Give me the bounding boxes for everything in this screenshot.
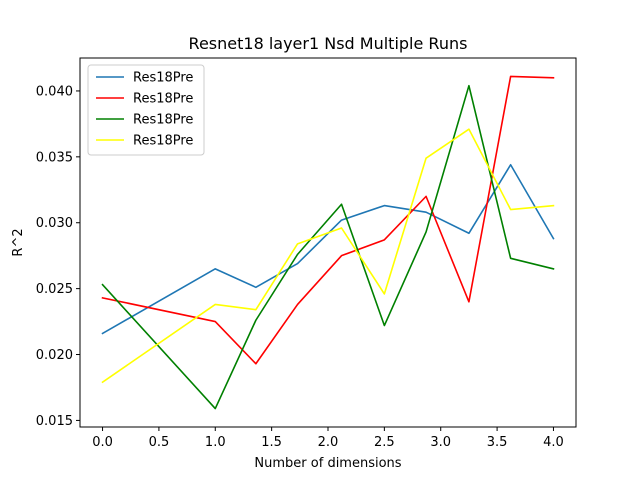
x-tick-label: 0.0	[92, 435, 113, 450]
plot-frame	[79, 57, 577, 428]
series-line-3	[101, 84, 555, 410]
legend-label: Res18Pre	[133, 71, 193, 86]
y-tick-label: 0.015	[36, 414, 73, 429]
x-tick-label: 1.5	[261, 435, 282, 450]
series-layer	[101, 75, 555, 410]
y-tick-label: 0.025	[36, 282, 73, 297]
y-tick-label: 0.020	[36, 348, 73, 363]
x-tick-label: 3.5	[487, 435, 508, 450]
y-tick-label: 0.035	[36, 150, 73, 165]
x-tick-label: 0.5	[149, 435, 170, 450]
legend-label: Res18Pre	[133, 92, 193, 107]
legend-label: Res18Pre	[133, 113, 193, 128]
legend: Res18Pre Res18Pre Res18Pre Res18Pre	[87, 64, 205, 156]
x-tick-label: 2.5	[374, 435, 395, 450]
y-axis-ticks: 0.015 0.020 0.025 0.030 0.035 0.040	[36, 84, 80, 429]
x-tick-label: 2.0	[318, 435, 339, 450]
x-tick-label: 3.0	[430, 435, 451, 450]
chart-title: Resnet18 layer1 Nsd Multiple Runs	[189, 34, 468, 53]
series-line-4	[101, 128, 555, 384]
y-tick-label: 0.040	[36, 84, 73, 99]
x-axis-ticks: 0.0 0.5 1.0 1.5 2.0 2.5 3.0 3.5 4.0	[92, 427, 564, 450]
x-axis-label: Number of dimensions	[254, 456, 401, 471]
x-tick-label: 1.0	[205, 435, 226, 450]
x-tick-label: 4.0	[543, 435, 564, 450]
series-line-2	[101, 75, 555, 365]
y-axis-label: R^2	[11, 228, 26, 256]
legend-label: Res18Pre	[133, 134, 193, 149]
y-tick-label: 0.030	[36, 216, 73, 231]
series-line-1	[101, 163, 555, 335]
legend-box	[87, 64, 205, 156]
